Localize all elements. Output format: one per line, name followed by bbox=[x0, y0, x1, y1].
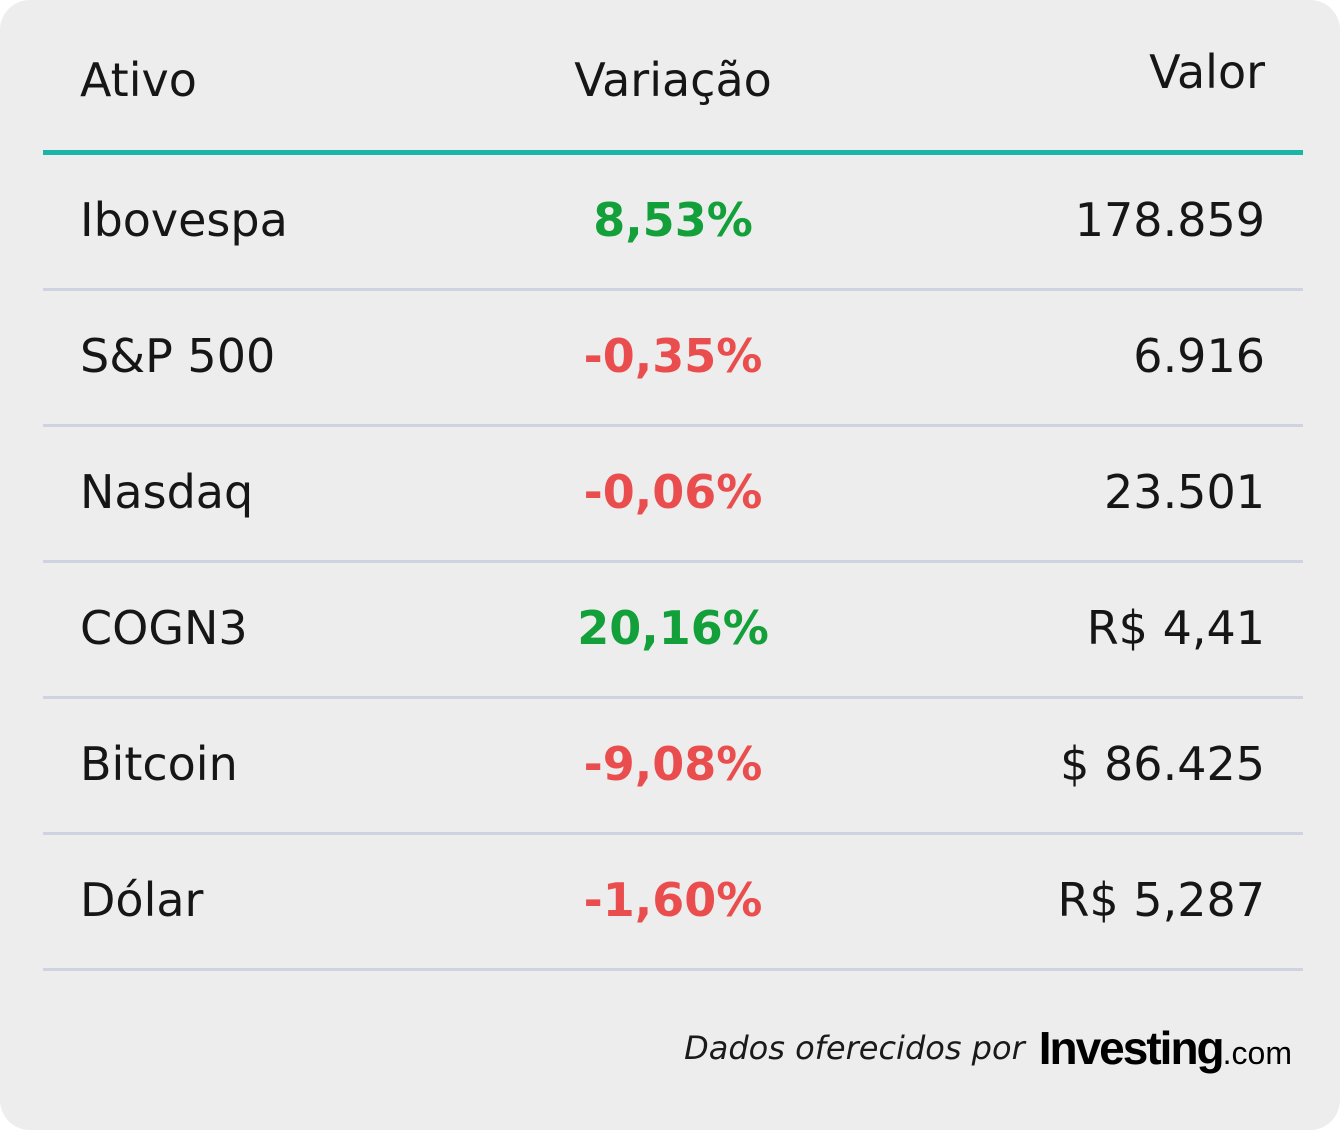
table-body: Ibovespa 8,53% 178.859 S&P 500 -0,35% 6.… bbox=[43, 155, 1303, 971]
asset-change: -0,35% bbox=[583, 329, 763, 383]
asset-change: 20,16% bbox=[577, 601, 769, 655]
asset-change: -0,06% bbox=[583, 465, 763, 519]
asset-value: 6.916 bbox=[1133, 329, 1265, 383]
asset-change: 8,53% bbox=[593, 193, 753, 247]
asset-name: Dólar bbox=[80, 873, 204, 927]
table-row: S&P 500 -0,35% 6.916 bbox=[43, 291, 1303, 427]
column-header-value: Valor bbox=[1149, 45, 1265, 99]
asset-name: Nasdaq bbox=[80, 465, 254, 519]
column-header-asset: Ativo bbox=[80, 53, 197, 107]
investing-logo[interactable]: Investing .com bbox=[1039, 1021, 1292, 1075]
asset-name: Bitcoin bbox=[80, 737, 238, 791]
credit-label: Dados oferecidos por bbox=[684, 1029, 1025, 1067]
header-divider bbox=[43, 150, 1303, 155]
asset-value: 23.501 bbox=[1104, 465, 1265, 519]
asset-value: R$ 5,287 bbox=[1057, 873, 1265, 927]
asset-name: S&P 500 bbox=[80, 329, 276, 383]
table-row: Nasdaq -0,06% 23.501 bbox=[43, 427, 1303, 563]
table-row: Dólar -1,60% R$ 5,287 bbox=[43, 835, 1303, 971]
table-row: Ibovespa 8,53% 178.859 bbox=[43, 155, 1303, 291]
asset-change: -9,08% bbox=[583, 737, 763, 791]
column-header-change: Variação bbox=[574, 53, 772, 107]
logo-suffix: .com bbox=[1222, 1035, 1292, 1071]
asset-value: R$ 4,41 bbox=[1086, 601, 1265, 655]
table-row: COGN3 20,16% R$ 4,41 bbox=[43, 563, 1303, 699]
asset-name: COGN3 bbox=[80, 601, 248, 655]
asset-name: Ibovespa bbox=[80, 193, 288, 247]
asset-value: $ 86.425 bbox=[1060, 737, 1265, 791]
asset-change: -1,60% bbox=[583, 873, 763, 927]
table-row: Bitcoin -9,08% $ 86.425 bbox=[43, 699, 1303, 835]
logo-brand: Investing bbox=[1038, 1022, 1225, 1074]
data-source-credit: Dados oferecidos por Investing .com bbox=[684, 1018, 1292, 1078]
table-header: Ativo Variação Valor bbox=[43, 40, 1303, 120]
asset-value: 178.859 bbox=[1074, 193, 1265, 247]
